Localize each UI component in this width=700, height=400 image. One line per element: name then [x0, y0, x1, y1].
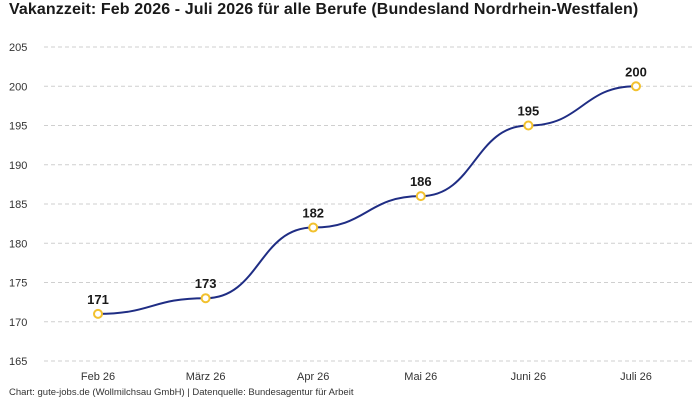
x-tick-label: Apr 26 [297, 371, 329, 383]
x-tick-label: Mai 26 [404, 371, 437, 383]
y-axis-ticks: 165 170 175 180 185 190 195 200 205 [9, 42, 27, 368]
x-axis-ticks: Feb 26 März 26 Apr 26 Mai 26 Juni 26 Juli 26 [81, 371, 652, 383]
chart-footer: Chart: gute-jobs.de (Wollmilchsau GmbH) … [9, 387, 354, 398]
y-tick-label: 195 [9, 121, 27, 133]
chart-title: Vakanzzeit: Feb 2026 - Juli 2026 für all… [9, 1, 639, 18]
series-line [97, 85, 637, 315]
data-label: 171 [87, 292, 109, 307]
data-point [631, 81, 641, 92]
y-tick-label: 165 [9, 356, 27, 368]
x-tick-label: Juni 26 [511, 371, 546, 383]
data-label: 182 [302, 206, 324, 221]
data-point [308, 222, 319, 233]
data-label: 200 [625, 64, 647, 79]
y-tick-label: 190 [9, 160, 27, 172]
data-point [415, 191, 426, 202]
data-point [523, 120, 534, 131]
x-tick-label: Juli 26 [620, 371, 652, 383]
y-tick-label: 185 [9, 199, 27, 211]
x-tick-label: März 26 [186, 371, 226, 383]
y-tick-label: 200 [9, 81, 27, 93]
data-label: 186 [410, 174, 432, 189]
y-tick-label: 170 [9, 317, 27, 329]
data-points [93, 81, 641, 319]
data-label: 195 [518, 104, 540, 119]
y-tick-label: 205 [9, 42, 27, 54]
y-tick-label: 180 [9, 238, 27, 250]
data-point [200, 293, 211, 304]
data-labels: 171 173 182 186 195 200 [87, 64, 647, 307]
x-tick-label: Feb 26 [81, 371, 115, 383]
data-label: 173 [195, 276, 217, 291]
y-tick-label: 175 [9, 278, 27, 290]
data-point [93, 308, 103, 319]
gridlines [44, 46, 692, 362]
